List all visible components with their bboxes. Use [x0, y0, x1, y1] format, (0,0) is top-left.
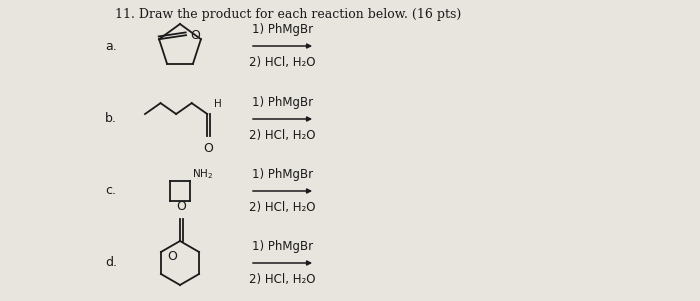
Text: NH$_2$: NH$_2$	[192, 167, 213, 181]
Text: 1) PhMgBr: 1) PhMgBr	[252, 23, 313, 36]
Text: O: O	[167, 250, 177, 262]
Text: O: O	[190, 29, 200, 42]
Text: 11. Draw the product for each reaction below. (16 pts): 11. Draw the product for each reaction b…	[115, 8, 461, 21]
Text: 2) HCl, H₂O: 2) HCl, H₂O	[249, 201, 316, 214]
Text: a.: a.	[105, 39, 117, 52]
Text: c.: c.	[105, 185, 116, 197]
Text: 1) PhMgBr: 1) PhMgBr	[252, 96, 313, 109]
Text: b.: b.	[105, 113, 117, 126]
Text: H: H	[214, 99, 222, 109]
Text: O: O	[203, 142, 214, 155]
Text: 2) HCl, H₂O: 2) HCl, H₂O	[249, 56, 316, 69]
Text: 2) HCl, H₂O: 2) HCl, H₂O	[249, 129, 316, 142]
Text: 1) PhMgBr: 1) PhMgBr	[252, 168, 313, 181]
Text: 2) HCl, H₂O: 2) HCl, H₂O	[249, 273, 316, 286]
Text: O: O	[176, 200, 186, 213]
Text: 1) PhMgBr: 1) PhMgBr	[252, 240, 313, 253]
Text: d.: d.	[105, 256, 117, 269]
